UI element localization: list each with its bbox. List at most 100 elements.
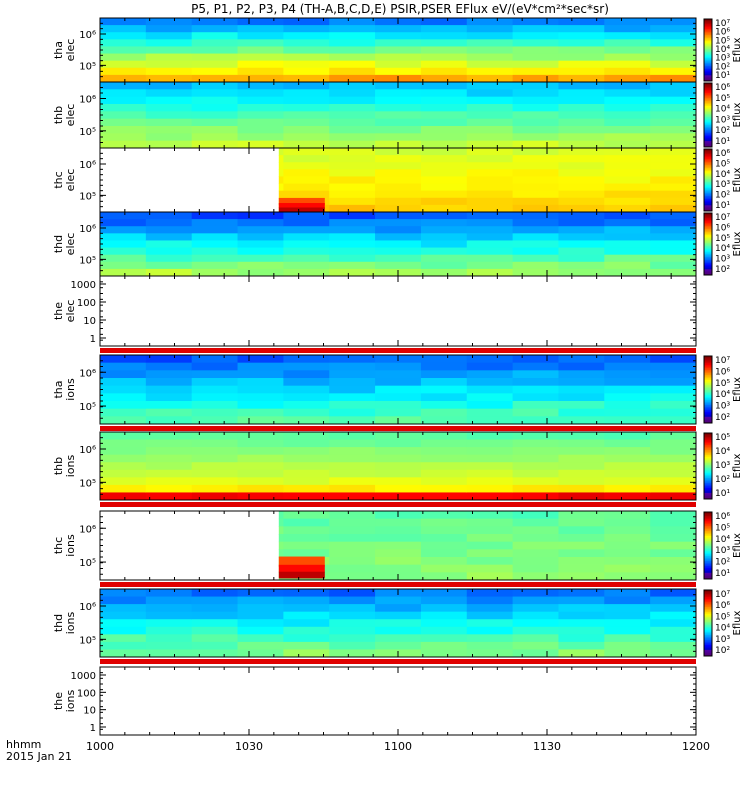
heatmap-cell <box>329 378 376 387</box>
colorbar-segment <box>704 414 712 417</box>
heatmap-cell <box>145 254 193 263</box>
colorbar-segment <box>704 267 712 270</box>
heatmap-cell <box>191 416 239 425</box>
heatmap-cell <box>650 526 697 535</box>
heatmap-cell <box>329 133 376 142</box>
heatmap-cell <box>512 634 559 643</box>
heatmap-cell <box>558 148 605 156</box>
heatmap-cell <box>420 626 468 635</box>
heatmap-cell <box>604 477 651 486</box>
heatmap-cell <box>604 148 651 156</box>
colorbar-segment <box>704 467 712 470</box>
colorbar-segment <box>704 604 712 607</box>
colorbar-segment <box>704 31 712 34</box>
heatmap-cell <box>329 183 376 192</box>
colorbar-segment <box>704 439 712 442</box>
heatmap-cell <box>558 18 605 26</box>
heatmap-cell <box>237 454 284 463</box>
heatmap-cell <box>375 197 422 206</box>
colorbar-tick-label: 10² <box>715 191 730 201</box>
heatmap-cell <box>100 432 147 441</box>
heatmap-cell <box>604 162 651 170</box>
colorbar-tick-label: 10¹ <box>715 201 730 211</box>
heatmap-cell <box>512 140 559 149</box>
colorbar-segment <box>704 634 712 637</box>
colorbar-segment <box>704 411 712 414</box>
heatmap-cell <box>466 118 514 127</box>
heatmap-cell <box>329 162 376 170</box>
heatmap-cell <box>145 626 193 635</box>
heatmap-cell <box>145 53 193 62</box>
heatmap-cell <box>558 492 605 501</box>
heatmap-cell <box>512 378 559 387</box>
heatmap-cell <box>329 126 376 134</box>
heatmap-cell <box>145 96 193 105</box>
heatmap-cell <box>278 534 284 543</box>
y-tick-label: 10⁶ <box>79 160 96 171</box>
heatmap-cell <box>466 634 514 643</box>
heatmap-cell <box>375 604 422 613</box>
heatmap-cell <box>650 439 697 448</box>
heatmap-cell <box>650 32 697 40</box>
colorbar-segment <box>704 421 712 424</box>
colorbar-segment <box>704 652 712 655</box>
x-tick-label: 1030 <box>235 740 263 753</box>
heatmap-cell <box>278 190 284 199</box>
heatmap-cell <box>604 454 651 463</box>
heatmap-cell <box>650 46 697 55</box>
colorbar-segment <box>704 371 712 374</box>
colorbar-tick-label: 10⁴ <box>715 45 730 55</box>
heatmap-cell <box>420 212 468 220</box>
heatmap-cell <box>329 534 376 543</box>
heatmap-cell <box>558 416 605 425</box>
panel-probe-label: tha <box>52 41 65 59</box>
colorbar-segment <box>704 389 712 392</box>
heatmap-cell <box>329 557 376 566</box>
heatmap-cell <box>100 39 147 47</box>
heatmap-cell <box>145 362 193 371</box>
colorbar-segment <box>704 217 712 220</box>
panel-species-label: elec <box>64 39 77 62</box>
heatmap-cell <box>420 60 468 69</box>
colorbar-frame <box>703 148 713 212</box>
y-tick-label: 1000 <box>71 280 96 291</box>
colorbar-segment <box>704 43 712 46</box>
heatmap-cell <box>283 140 330 149</box>
heatmap-cell <box>145 212 193 220</box>
heatmap-cell <box>650 53 697 62</box>
colorbar-segment <box>704 123 712 126</box>
heatmap-cell <box>329 634 376 643</box>
heatmap-cell <box>420 447 468 456</box>
heatmap-cell <box>237 641 284 650</box>
colorbar-segment <box>704 594 712 598</box>
heatmap-cell <box>512 190 559 199</box>
heatmap-cell <box>191 25 239 33</box>
y-tick-label: 100 <box>77 298 96 309</box>
colorbar-segment <box>704 175 712 178</box>
y-tick-label: 10⁶ <box>79 368 96 379</box>
heatmap-cell <box>650 649 697 658</box>
heatmap-cell <box>512 541 559 550</box>
heatmap-cell <box>375 111 422 120</box>
heatmap-cell <box>278 148 284 156</box>
colorbar-segment <box>704 632 712 636</box>
colorbar-tick-label: 10⁴ <box>715 624 730 634</box>
colorbar-segment <box>704 459 712 462</box>
colorbar-segment <box>704 372 712 375</box>
heatmap-cell <box>237 393 284 402</box>
colorbar-segment <box>704 198 712 201</box>
heatmap-cell <box>375 401 422 410</box>
heatmap-cell <box>512 183 559 192</box>
heatmap-cell <box>512 32 559 40</box>
colorbar-segment <box>704 28 712 31</box>
heatmap-cell <box>466 362 514 371</box>
heatmap-cell <box>145 126 193 134</box>
heatmap-cell <box>329 541 376 550</box>
panel-frame <box>99 275 697 347</box>
heatmap-cell <box>283 619 330 628</box>
colorbar-segment <box>704 74 712 77</box>
colorbar-segment <box>704 94 712 97</box>
colorbar-segment <box>704 523 712 526</box>
colorbar-segment <box>704 417 712 421</box>
